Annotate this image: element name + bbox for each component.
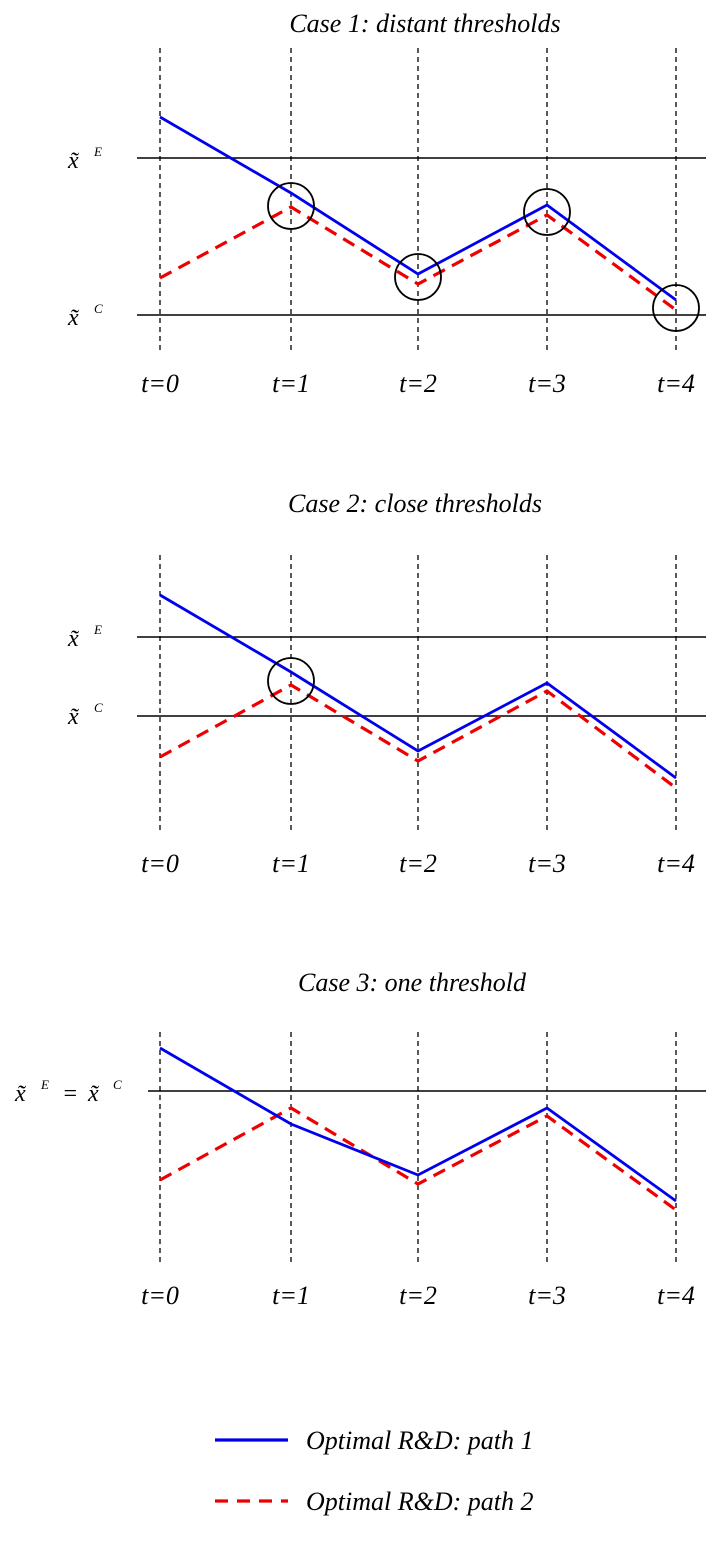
panel-2-xE-superscript: E: [93, 622, 102, 637]
panel-1-threshold-xE-label: x̃ E: [67, 144, 102, 174]
panel-3-threshold-combined-label: x̃ E = x̃ C: [14, 1077, 122, 1107]
panel-3-time-label-t0: t=0: [141, 1281, 179, 1310]
panel-1-threshold-xC-label: x̃ C: [67, 301, 103, 331]
panel-1-circle-t4: [652, 284, 700, 332]
panel-3-time-label-t2: t=2: [399, 1281, 437, 1310]
panel-3-equals-sign: =: [62, 1081, 78, 1107]
panel-3-xC-superscript: C: [113, 1077, 122, 1092]
legend-item-path-1: Optimal R&D: path 1: [215, 1426, 534, 1455]
panel-1-xE-superscript: E: [93, 144, 102, 159]
panel-3-time-label-t3: t=3: [528, 1281, 566, 1310]
panel-3-time-labels: t=0 t=1 t=2 t=3 t=4: [141, 1281, 695, 1310]
panel-2-time-label-t4: t=4: [657, 849, 695, 878]
panel-1-time-gridlines: [159, 48, 677, 350]
panel-2-threshold-xC-label: x̃ C: [67, 700, 103, 730]
panel-2-time-labels: t=0 t=1 t=2 t=3 t=4: [141, 849, 695, 878]
panel-case-3: Case 3: one threshold x̃ E = x̃ C t=0 t=…: [14, 968, 706, 1310]
panel-2-xC-superscript: C: [94, 700, 103, 715]
panel-1-xC-symbol: x̃: [67, 305, 80, 331]
panel-2-path-1-line: [159, 593, 677, 780]
panel-3-path-1-line: [159, 1046, 677, 1203]
legend-item-path-2: Optimal R&D: path 2: [215, 1487, 534, 1516]
panel-3-time-label-t1: t=1: [272, 1281, 310, 1310]
panel-3-path-2-line: [159, 1106, 677, 1212]
panel-case-1: Case 1: distant thresholds x̃ E x̃ C: [67, 9, 706, 398]
panel-1-circle-t2: [394, 253, 442, 301]
legend: Optimal R&D: path 1 Optimal R&D: path 2: [215, 1426, 534, 1516]
panel-2-time-label-t3: t=3: [528, 849, 566, 878]
panel-1-xE-symbol: x̃: [67, 148, 80, 174]
panel-1-xC-superscript: C: [94, 301, 103, 316]
panel-1-path-2-line: [159, 205, 677, 312]
panel-1-path-1-line: [159, 115, 677, 302]
legend-label-path-2: Optimal R&D: path 2: [306, 1487, 534, 1516]
panel-2-xE-symbol: x̃: [67, 626, 80, 652]
panel-2-title: Case 2: close thresholds: [288, 489, 542, 518]
panel-1-circle-t3: [523, 188, 571, 236]
panel-2-time-label-t2: t=2: [399, 849, 437, 878]
panel-1-time-label-t1: t=1: [272, 369, 310, 398]
panel-3-time-gridlines: [159, 1032, 677, 1262]
panel-2-threshold-xE-label: x̃ E: [67, 622, 102, 652]
panel-1-time-label-t0: t=0: [141, 369, 179, 398]
panel-1-time-label-t3: t=3: [528, 369, 566, 398]
panel-1-title: Case 1: distant thresholds: [289, 9, 560, 38]
panel-1-highlight-circles: [267, 182, 700, 332]
panel-2-xC-symbol: x̃: [67, 704, 80, 730]
panel-2-highlight-circles: [267, 657, 315, 705]
panel-case-2: Case 2: close thresholds x̃ E x̃ C t=0 t…: [67, 489, 706, 878]
legend-label-path-1: Optimal R&D: path 1: [306, 1426, 534, 1455]
panel-1-time-labels: t=0 t=1 t=2 t=3 t=4: [141, 369, 695, 398]
panel-2-time-gridlines: [159, 555, 677, 830]
panel-2-time-label-t0: t=0: [141, 849, 179, 878]
panel-3-xE-superscript: E: [40, 1077, 49, 1092]
panel-1-time-label-t2: t=2: [399, 369, 437, 398]
panel-2-circle-t1: [267, 657, 315, 705]
panel-3-title: Case 3: one threshold: [298, 968, 527, 997]
panel-2-time-label-t1: t=1: [272, 849, 310, 878]
panel-3-time-label-t4: t=4: [657, 1281, 695, 1310]
panel-3-xE-symbol: x̃: [14, 1081, 27, 1107]
panel-1-circle-t1: [267, 182, 315, 230]
panel-3-xC-symbol: x̃: [87, 1081, 100, 1107]
panel-1-time-label-t4: t=4: [657, 369, 695, 398]
panel-2-path-2-line: [159, 683, 677, 790]
